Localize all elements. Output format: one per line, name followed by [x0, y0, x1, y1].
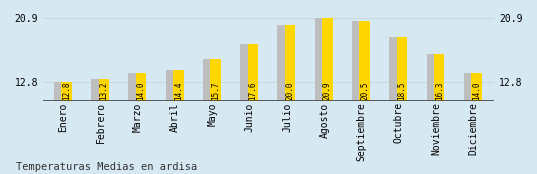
- Bar: [240, 44, 251, 101]
- Text: 13.2: 13.2: [99, 81, 108, 100]
- Text: 14.0: 14.0: [472, 81, 481, 100]
- Bar: [426, 54, 437, 101]
- Bar: [248, 44, 258, 101]
- Bar: [165, 70, 176, 101]
- Text: 20.0: 20.0: [286, 81, 295, 100]
- Text: 20.9: 20.9: [323, 81, 332, 100]
- Bar: [278, 25, 288, 101]
- Text: 14.4: 14.4: [174, 81, 183, 100]
- Bar: [352, 21, 362, 101]
- Bar: [128, 73, 139, 101]
- Bar: [61, 82, 71, 101]
- Bar: [359, 21, 370, 101]
- Text: 20.5: 20.5: [360, 81, 369, 100]
- Bar: [471, 73, 482, 101]
- Bar: [315, 18, 325, 101]
- Bar: [203, 59, 213, 101]
- Text: 18.5: 18.5: [397, 81, 407, 100]
- Bar: [173, 70, 184, 101]
- Bar: [322, 18, 332, 101]
- Bar: [211, 59, 221, 101]
- Text: 17.6: 17.6: [248, 81, 257, 100]
- Bar: [54, 82, 64, 101]
- Bar: [285, 25, 295, 101]
- Bar: [91, 79, 101, 101]
- Text: Temperaturas Medias en ardisa: Temperaturas Medias en ardisa: [16, 162, 198, 172]
- Bar: [389, 37, 400, 101]
- Bar: [397, 37, 407, 101]
- Bar: [98, 79, 109, 101]
- Text: 16.3: 16.3: [435, 81, 444, 100]
- Text: 12.8: 12.8: [62, 81, 71, 100]
- Text: 14.0: 14.0: [136, 81, 146, 100]
- Bar: [136, 73, 146, 101]
- Text: 15.7: 15.7: [211, 81, 220, 100]
- Bar: [434, 54, 445, 101]
- Bar: [464, 73, 474, 101]
